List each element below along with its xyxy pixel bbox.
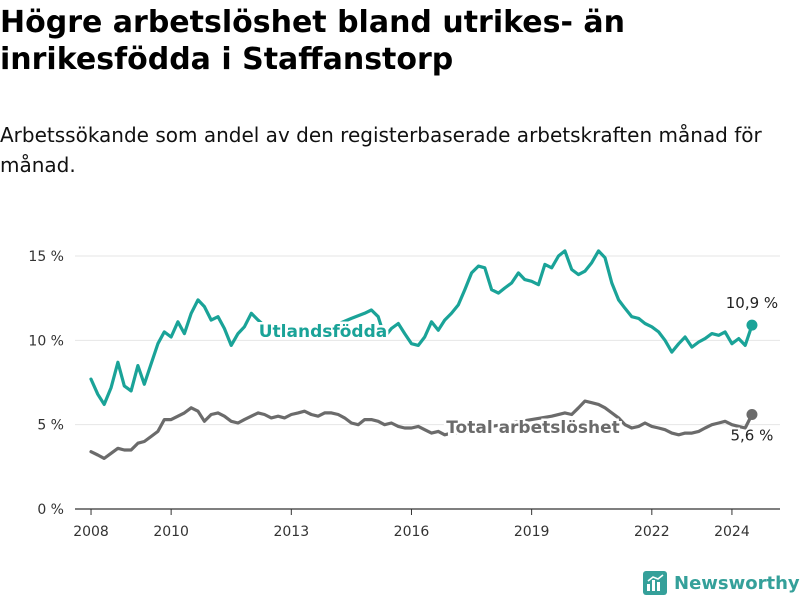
chart-title: Högre arbetslöshet bland utrikes- än inr… (0, 5, 625, 77)
axes: 0 % 5 % 10 % 15 % 2008 2010 2013 2016 2019 2022 20… (28, 249, 780, 540)
x-tick-label: 2010 (153, 524, 189, 540)
utlandsfodda-line (89, 249, 754, 406)
series-lines (89, 249, 758, 460)
y-tick-label: 5 % (37, 418, 64, 434)
grid-lines (75, 255, 780, 426)
bar-chart-icon (643, 571, 667, 595)
series-labels: Utlandsfödda 10,9 % Total arbetslöshet 5,6 … (256, 292, 780, 446)
total-end-marker (746, 409, 758, 421)
x-tick-label: 2024 (714, 524, 750, 540)
total-line (89, 399, 754, 460)
y-tick-label: 0 % (37, 502, 64, 518)
brand-name: Newsworthy (674, 572, 800, 594)
total-end-label: 5,6 % (731, 427, 774, 445)
brand-logo[interactable]: Newsworthy (643, 569, 800, 597)
utlandsfodda-series-label: Utlandsfödda (259, 322, 388, 342)
total-series-label: Total arbetslöshet (446, 418, 620, 438)
y-tick-label: 15 % (28, 249, 64, 265)
x-tick-label: 2013 (273, 524, 309, 540)
chart-subtitle: Arbetssökande som andel av den registerb… (0, 123, 762, 177)
x-tick-label: 2016 (394, 524, 430, 540)
x-tick-label: 2008 (73, 524, 109, 540)
utlandsfodda-end-label: 10,9 % (726, 294, 778, 312)
x-tick-label: 2022 (634, 524, 670, 540)
utlandsfodda-end-marker (746, 319, 758, 331)
x-tick-label: 2019 (514, 524, 550, 540)
y-tick-label: 10 % (28, 333, 64, 349)
